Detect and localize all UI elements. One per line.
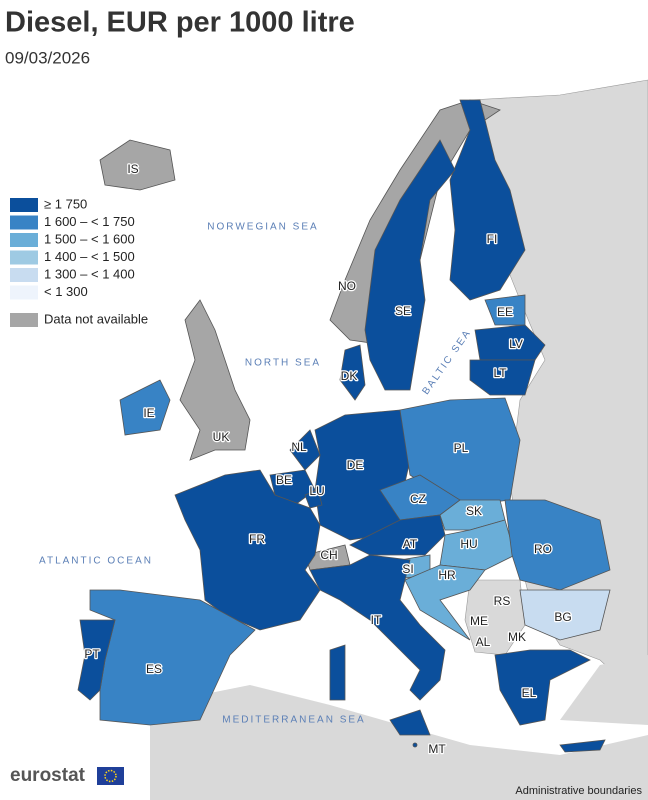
footnote: Administrative boundaries	[515, 785, 642, 797]
country	[559, 739, 606, 753]
legend-swatch	[10, 250, 38, 265]
country	[469, 359, 536, 396]
land	[560, 655, 648, 725]
country	[289, 429, 321, 471]
eu-stars	[104, 769, 117, 783]
legend-swatch	[10, 313, 38, 327]
country-label: MK	[508, 630, 526, 644]
legend-label: < 1 300	[44, 284, 88, 299]
sea-label: NORWEGIAN SEA	[207, 222, 318, 233]
country	[339, 344, 366, 401]
country-label: SI	[402, 562, 413, 576]
sea-label: MEDITERRANEAN SEA	[222, 715, 365, 726]
country	[174, 469, 321, 631]
legend-swatch	[10, 215, 38, 230]
country-label: DE	[347, 458, 364, 472]
country-label: LU	[309, 484, 324, 498]
country-label: NL	[291, 440, 307, 454]
country	[329, 644, 346, 701]
country-label: FI	[487, 232, 498, 246]
country-label: PL	[454, 441, 469, 455]
legend-swatch	[10, 198, 38, 212]
country-label: UK	[213, 430, 230, 444]
country-label: RS	[494, 594, 511, 608]
legend-swatch	[10, 285, 38, 300]
legend-label: 1 400 – < 1 500	[44, 249, 135, 264]
land	[150, 685, 648, 800]
country-label: CH	[320, 548, 337, 562]
country-label: IS	[127, 162, 138, 176]
country	[412, 742, 418, 748]
country	[494, 649, 591, 726]
country-label: BE	[276, 473, 292, 487]
country	[449, 99, 526, 301]
country-label: SK	[466, 504, 482, 518]
country	[304, 489, 323, 509]
country-label: NO	[338, 279, 356, 293]
sea-label: ATLANTIC OCEAN	[39, 556, 153, 567]
country-label: HR	[438, 568, 456, 582]
country-label: CZ	[410, 492, 426, 506]
country	[269, 469, 316, 506]
country	[389, 709, 431, 736]
legend-label: 1 500 – < 1 600	[44, 231, 135, 246]
country	[77, 619, 116, 701]
country-label: ME	[470, 614, 488, 628]
country	[519, 589, 611, 641]
country-label: RO	[534, 542, 552, 556]
country-label: AL	[476, 635, 491, 649]
date: 09/03/2026	[5, 48, 90, 67]
country-label: AT	[403, 537, 418, 551]
country-label: SE	[395, 304, 411, 318]
country	[99, 139, 176, 191]
logo: eurostat	[10, 765, 86, 786]
country	[474, 324, 546, 361]
country-label: ES	[146, 662, 162, 676]
country-label: PT	[84, 647, 100, 661]
title: Diesel, EUR per 1000 litre	[5, 7, 355, 39]
country	[309, 554, 446, 701]
country	[364, 139, 456, 391]
country-label: BG	[554, 610, 571, 624]
country-label: MT	[428, 742, 446, 756]
sea-label: NORTH SEA	[245, 358, 321, 369]
legend-label: Data not available	[44, 311, 148, 326]
country-label: EE	[497, 305, 513, 319]
sea-label: BALTIC SEA	[421, 327, 474, 396]
country	[504, 499, 611, 591]
country-label: DK	[341, 369, 358, 383]
country	[179, 299, 251, 461]
country	[404, 564, 486, 641]
country-label: IE	[143, 406, 154, 420]
country-label: LV	[509, 337, 523, 351]
country-label: HU	[460, 537, 477, 551]
eu-flag	[97, 767, 124, 785]
country-label: EL	[522, 686, 537, 700]
legend-label: ≥ 1 750	[44, 196, 87, 211]
legend-swatch	[10, 268, 38, 282]
country-label: IT	[371, 613, 382, 627]
legend-swatch	[10, 233, 38, 247]
country-label: LT	[493, 366, 507, 380]
legend-label: 1 600 – < 1 750	[44, 214, 135, 229]
legend-label: 1 300 – < 1 400	[44, 266, 135, 281]
country-label: FR	[249, 532, 265, 546]
country	[119, 379, 171, 436]
